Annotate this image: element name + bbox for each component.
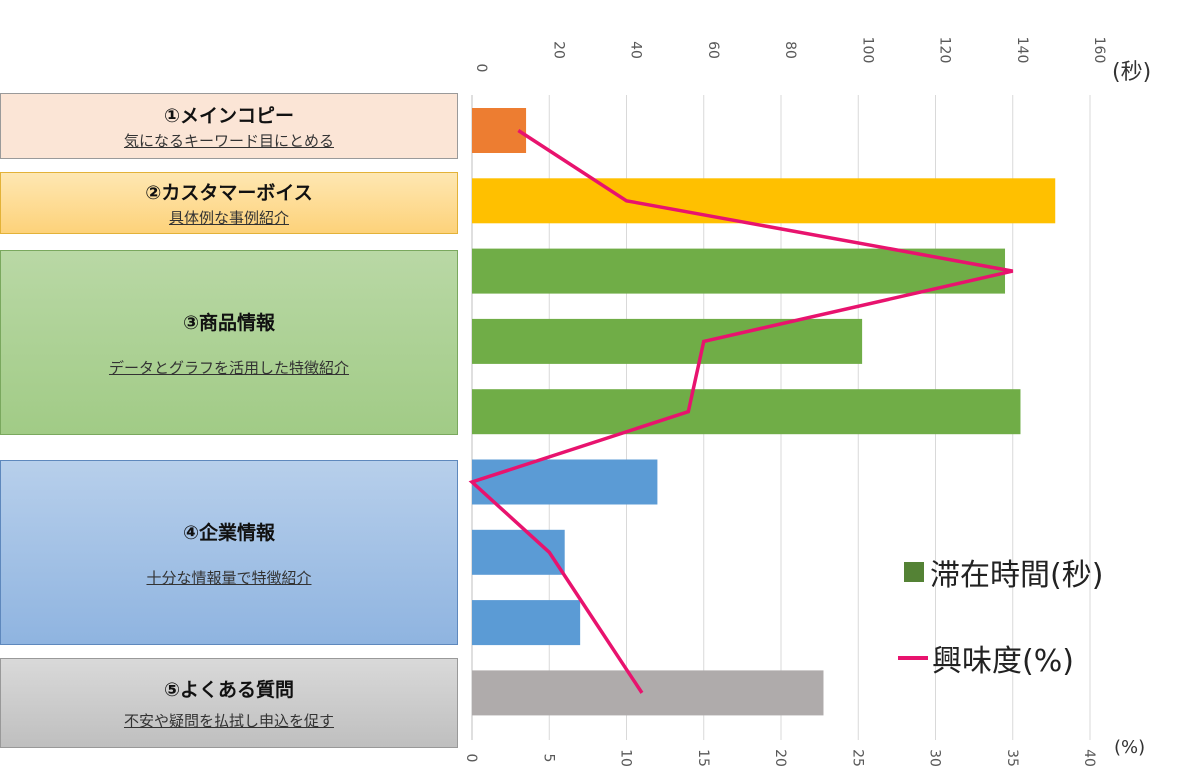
bar bbox=[472, 389, 1021, 435]
section-subtitle: データとグラフを活用した特徴紹介 bbox=[108, 358, 349, 377]
section-title: ④企業情報 bbox=[182, 521, 276, 544]
bottom-tick-label: 30 bbox=[927, 749, 943, 767]
bar bbox=[472, 248, 1006, 294]
legend-item-bar: 滞在時間(秒) bbox=[898, 550, 1103, 594]
section-main-copy: ①メインコピー 気になるキーワード目にとめる bbox=[0, 93, 458, 159]
legend-line-swatch bbox=[898, 656, 928, 660]
tick-labels: 0 20 40 60 80 100 120 140 160 0 5 10 15 20 25 30 35 40 bbox=[463, 37, 1107, 767]
bar bbox=[472, 670, 824, 716]
top-tick-label: 120 bbox=[937, 37, 953, 64]
bottom-tick-label: 0 bbox=[463, 754, 479, 763]
top-tick-label: 20 bbox=[550, 41, 566, 59]
section-title: ①メインコピー bbox=[163, 105, 295, 127]
top-tick-label: 100 bbox=[859, 37, 875, 64]
bottom-tick-label: 40 bbox=[1081, 749, 1097, 767]
bar bbox=[472, 600, 581, 646]
bottom-tick-label: 10 bbox=[618, 749, 634, 767]
section-subtitle: 不安や疑問を払拭し申込を促す bbox=[123, 712, 334, 730]
top-tick-label: 60 bbox=[705, 41, 721, 59]
top-tick-label: 0 bbox=[473, 64, 489, 73]
legend-item-line: 興味度(%) bbox=[898, 636, 1103, 680]
legend-bar-swatch bbox=[904, 562, 924, 582]
bar bbox=[472, 318, 863, 364]
section-product-info: ③商品情報 データとグラフを活用した特徴紹介 bbox=[0, 250, 458, 435]
bar bbox=[472, 108, 527, 153]
section-title: ⑤よくある質問 bbox=[163, 679, 295, 701]
bottom-tick-label: 35 bbox=[1004, 749, 1020, 767]
bottom-tick-label: 25 bbox=[849, 749, 865, 767]
section-subtitle: 十分な情報量で特徴紹介 bbox=[146, 568, 312, 587]
bottom-tick-label: 5 bbox=[540, 754, 556, 763]
top-tick-label: 40 bbox=[628, 41, 644, 59]
bar bbox=[472, 178, 1056, 224]
interest-line-path bbox=[468, 129, 1014, 694]
section-subtitle: 気になるキーワード目にとめる bbox=[123, 132, 334, 150]
bottom-tick-label: 20 bbox=[772, 749, 788, 767]
bar bbox=[472, 459, 658, 505]
top-axis-unit: (秒) bbox=[1112, 60, 1152, 85]
section-title: ②カスタマーボイス bbox=[145, 182, 313, 204]
section-subtitle: 具体例な事例紹介 bbox=[168, 209, 289, 227]
bars bbox=[472, 108, 1056, 716]
section-customer-voice: ②カスタマーボイス 具体例な事例紹介 bbox=[0, 172, 458, 234]
top-tick-label: 80 bbox=[782, 41, 798, 59]
section-company-info: ④企業情報 十分な情報量で特徴紹介 bbox=[0, 460, 458, 645]
legend-bar-label: 滞在時間(秒) bbox=[930, 558, 1104, 593]
interest-line bbox=[468, 129, 1014, 694]
bottom-axis-unit: (%) bbox=[1114, 737, 1146, 758]
bottom-tick-label: 15 bbox=[695, 749, 711, 767]
top-tick-label: 160 bbox=[1091, 37, 1107, 64]
legend: 滞在時間(秒) 興味度(%) bbox=[898, 550, 1103, 722]
legend-line-label: 興味度(%) bbox=[932, 644, 1074, 679]
section-faq: ⑤よくある質問 不安や疑問を払拭し申込を促す bbox=[0, 658, 458, 748]
section-title: ③商品情報 bbox=[182, 311, 276, 334]
top-tick-label: 140 bbox=[1014, 37, 1030, 64]
